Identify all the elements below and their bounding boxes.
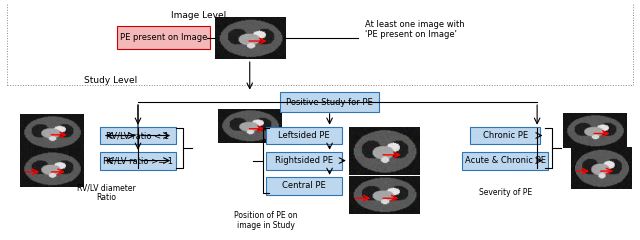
Text: Position of PE on
image in Study: Position of PE on image in Study (234, 210, 298, 230)
FancyBboxPatch shape (266, 177, 342, 195)
Text: RV/LV diameter
Ratio: RV/LV diameter Ratio (77, 183, 136, 203)
FancyBboxPatch shape (117, 26, 210, 49)
Text: Chronic PE: Chronic PE (483, 131, 528, 140)
FancyBboxPatch shape (100, 152, 176, 169)
Text: PE present on Image: PE present on Image (120, 33, 207, 42)
Text: Severity of PE: Severity of PE (479, 188, 532, 197)
Text: Positive Study for PE: Positive Study for PE (286, 98, 373, 107)
Text: At least one image with
'PE present on Image': At least one image with 'PE present on I… (365, 20, 465, 39)
FancyBboxPatch shape (100, 126, 176, 144)
Text: Central PE: Central PE (282, 181, 326, 190)
Text: Study Level: Study Level (84, 76, 137, 85)
Text: Leftsided PE: Leftsided PE (278, 131, 330, 140)
Text: RV/LV ratio < 1: RV/LV ratio < 1 (106, 131, 170, 140)
Text: Acute & Chronic PE: Acute & Chronic PE (465, 156, 546, 165)
FancyBboxPatch shape (462, 152, 548, 169)
FancyBboxPatch shape (266, 152, 342, 169)
Text: Rightsided PE: Rightsided PE (275, 156, 333, 165)
FancyBboxPatch shape (266, 126, 342, 144)
FancyBboxPatch shape (280, 92, 379, 112)
Text: Image Level: Image Level (171, 11, 227, 19)
FancyBboxPatch shape (470, 126, 540, 144)
Text: RV/LV ratio >= 1: RV/LV ratio >= 1 (103, 156, 173, 165)
